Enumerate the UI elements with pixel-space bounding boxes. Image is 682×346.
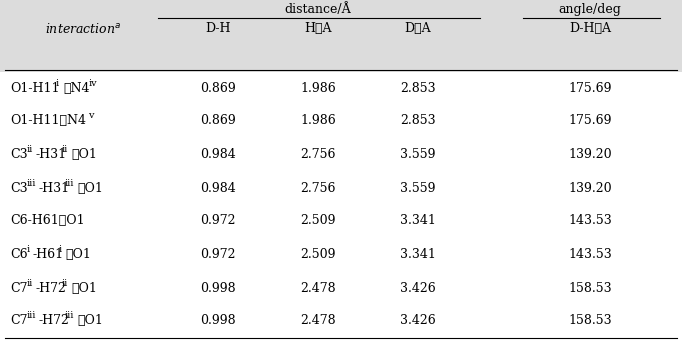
Text: -H31: -H31 [36, 147, 67, 161]
Text: v: v [88, 111, 93, 120]
Text: D-H: D-H [205, 22, 231, 36]
Text: i: i [27, 245, 30, 254]
Text: ⋯O1: ⋯O1 [77, 182, 103, 194]
Text: iii: iii [65, 311, 74, 320]
Text: 143.53: 143.53 [568, 247, 612, 261]
Text: 1.986: 1.986 [300, 115, 336, 127]
Text: ⋯O1: ⋯O1 [77, 315, 103, 328]
Text: 158.53: 158.53 [568, 315, 612, 328]
Text: 3.559: 3.559 [400, 147, 436, 161]
Text: ii: ii [27, 279, 33, 288]
Text: ⋯N4: ⋯N4 [63, 82, 89, 94]
Text: 158.53: 158.53 [568, 282, 612, 294]
Text: 2.756: 2.756 [300, 147, 336, 161]
Text: 2.509: 2.509 [300, 247, 336, 261]
Text: D⋯A: D⋯A [404, 22, 431, 36]
Text: 3.426: 3.426 [400, 315, 436, 328]
Text: 2.509: 2.509 [300, 215, 336, 228]
Text: O1-H11⋯N4: O1-H11⋯N4 [10, 115, 86, 127]
Text: iii: iii [65, 179, 74, 188]
Text: 0.984: 0.984 [200, 147, 236, 161]
Text: 3.341: 3.341 [400, 215, 436, 228]
Text: 175.69: 175.69 [568, 82, 612, 94]
Text: 1.986: 1.986 [300, 82, 336, 94]
Text: iii: iii [27, 311, 36, 320]
Text: interaction$^{a}$: interaction$^{a}$ [45, 22, 121, 36]
Text: 0.972: 0.972 [201, 215, 236, 228]
Text: i: i [56, 79, 59, 88]
Text: O1-H11: O1-H11 [10, 82, 59, 94]
Text: ⋯O1: ⋯O1 [71, 147, 97, 161]
Text: 139.20: 139.20 [568, 182, 612, 194]
Text: C6-H61⋯O1: C6-H61⋯O1 [10, 215, 85, 228]
Text: 2.478: 2.478 [300, 282, 336, 294]
Text: i: i [59, 245, 62, 254]
Text: ii: ii [62, 279, 68, 288]
Text: iv: iv [89, 79, 98, 88]
Text: ii: ii [62, 145, 68, 154]
Text: ⋯O1: ⋯O1 [65, 247, 91, 261]
Text: -H31: -H31 [39, 182, 70, 194]
Text: 0.869: 0.869 [200, 82, 236, 94]
Bar [0, 72, 682, 346]
Text: 139.20: 139.20 [568, 147, 612, 161]
Text: 2.756: 2.756 [300, 182, 336, 194]
Text: 175.69: 175.69 [568, 115, 612, 127]
Text: 0.984: 0.984 [200, 182, 236, 194]
Text: C6: C6 [10, 247, 28, 261]
Text: D-H⋯A: D-H⋯A [569, 22, 611, 36]
Text: ii: ii [27, 145, 33, 154]
Text: 2.853: 2.853 [400, 115, 436, 127]
Text: 3.341: 3.341 [400, 247, 436, 261]
Bar [0, 0, 682, 72]
Text: C7: C7 [10, 282, 27, 294]
Text: 3.426: 3.426 [400, 282, 436, 294]
Text: angle/deg: angle/deg [559, 2, 621, 16]
Text: 0.972: 0.972 [201, 247, 236, 261]
Text: ⋯O1: ⋯O1 [71, 282, 97, 294]
Text: -H61: -H61 [33, 247, 64, 261]
Text: 0.869: 0.869 [200, 115, 236, 127]
Text: C7: C7 [10, 315, 27, 328]
Text: 143.53: 143.53 [568, 215, 612, 228]
Text: C3: C3 [10, 182, 28, 194]
Text: H⋯A: H⋯A [304, 22, 331, 36]
Text: 2.853: 2.853 [400, 82, 436, 94]
Text: C3: C3 [10, 147, 28, 161]
Text: distance/Å: distance/Å [284, 2, 351, 16]
Text: 0.998: 0.998 [201, 282, 236, 294]
Text: iii: iii [27, 179, 36, 188]
Text: 0.998: 0.998 [201, 315, 236, 328]
Text: 2.478: 2.478 [300, 315, 336, 328]
Text: -H72: -H72 [36, 282, 67, 294]
Text: -H72: -H72 [39, 315, 70, 328]
Text: 3.559: 3.559 [400, 182, 436, 194]
